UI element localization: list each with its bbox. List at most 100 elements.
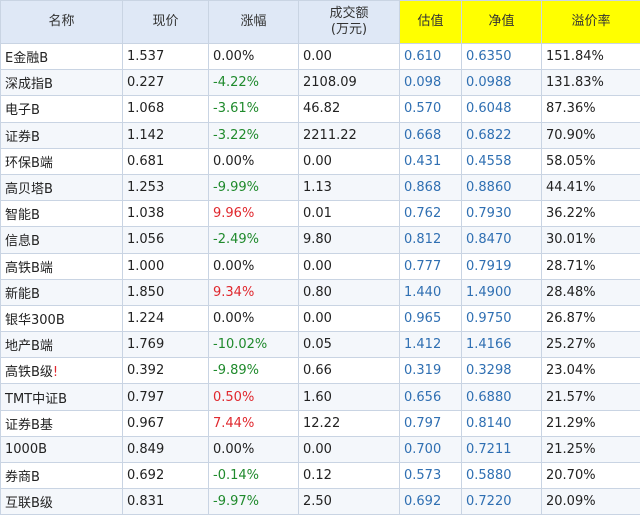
table-row[interactable]: TMT中证B 0.797 0.50% 1.60 0.656 0.6880 21.57% bbox=[0, 383, 640, 411]
cell-volume: 0.12 bbox=[298, 461, 400, 490]
cell-volume-text: 0.05 bbox=[303, 337, 332, 353]
cell-change: 0.00% bbox=[208, 304, 299, 333]
cell-name[interactable]: 地产B端 bbox=[0, 331, 123, 359]
table-row[interactable]: 智能B 1.038 9.96% 0.01 0.762 0.7930 36.22% bbox=[0, 200, 640, 228]
cell-premium: 44.41% bbox=[541, 173, 640, 202]
header-label: 溢价率 bbox=[571, 14, 611, 29]
cell-premium-text: 23.04% bbox=[546, 363, 596, 379]
header-nav[interactable]: 净值 bbox=[461, 0, 542, 44]
cell-premium-text: 58.05% bbox=[546, 153, 596, 169]
cell-premium: 21.29% bbox=[541, 409, 640, 437]
cell-change: -3.22% bbox=[208, 121, 299, 149]
table-row[interactable]: 1000B 0.849 0.00% 0.00 0.700 0.7211 21.25% bbox=[0, 435, 640, 464]
cell-volume: 0.00 bbox=[298, 252, 400, 280]
cell-name[interactable]: 信息B bbox=[0, 226, 123, 254]
cell-name[interactable]: 证券B基 bbox=[0, 409, 123, 437]
table-row[interactable]: 信息B 1.056 -2.49% 9.80 0.812 0.8470 30.01% bbox=[0, 226, 640, 254]
cell-nav-text: 0.7211 bbox=[466, 441, 512, 457]
cell-volume-text: 0.12 bbox=[303, 468, 332, 484]
cell-premium-text: 131.83% bbox=[546, 75, 604, 91]
table-row[interactable]: 券商B 0.692 -0.14% 0.12 0.573 0.5880 20.70% bbox=[0, 461, 640, 490]
cell-name-text: E金融B bbox=[5, 51, 49, 67]
cell-name[interactable]: TMT中证B bbox=[0, 383, 123, 411]
cell-estimate: 1.412 bbox=[399, 331, 462, 359]
cell-price: 0.681 bbox=[122, 147, 209, 175]
cell-estimate: 0.098 bbox=[399, 69, 462, 97]
cell-price: 1.142 bbox=[122, 121, 209, 149]
table-row[interactable]: 高贝塔B 1.253 -9.99% 1.13 0.868 0.8860 44.41% bbox=[0, 173, 640, 202]
cell-nav-text: 0.5880 bbox=[466, 468, 512, 484]
cell-nav-text: 0.6880 bbox=[466, 389, 512, 405]
cell-change: 9.34% bbox=[208, 278, 299, 306]
header-change[interactable]: 涨幅 bbox=[208, 0, 299, 44]
cell-name[interactable]: 深成指B bbox=[0, 69, 123, 97]
table-row[interactable]: 深成指B 0.227 -4.22% 2108.09 0.098 0.0988 131.83% bbox=[0, 69, 640, 97]
cell-name[interactable]: 环保B端 bbox=[0, 147, 123, 175]
cell-premium: 26.87% bbox=[541, 304, 640, 333]
cell-name[interactable]: 高铁B端 bbox=[0, 252, 123, 280]
cell-name[interactable]: 新能B bbox=[0, 278, 123, 306]
cell-name[interactable]: 证券B bbox=[0, 121, 123, 149]
cell-nav-text: 0.6350 bbox=[466, 49, 512, 65]
cell-price-text: 1.056 bbox=[127, 232, 165, 248]
cell-change-text: -10.02% bbox=[213, 337, 268, 353]
cell-volume-text: 1.13 bbox=[303, 180, 332, 196]
cell-name[interactable]: 高铁B级! bbox=[0, 357, 123, 385]
table-row[interactable]: 电子B 1.068 -3.61% 46.82 0.570 0.6048 87.36% bbox=[0, 95, 640, 123]
cell-nav: 0.7220 bbox=[461, 488, 542, 516]
cell-estimate-text: 0.777 bbox=[404, 258, 442, 274]
cell-name[interactable]: 互联B级 bbox=[0, 488, 123, 516]
cell-price: 1.068 bbox=[122, 95, 209, 123]
cell-change-text: -2.49% bbox=[213, 232, 259, 248]
table-row[interactable]: 地产B端 1.769 -10.02% 0.05 1.412 1.4166 25.27% bbox=[0, 331, 640, 359]
header-estimate[interactable]: 估值 bbox=[399, 0, 462, 44]
cell-estimate: 0.777 bbox=[399, 252, 462, 280]
cell-estimate: 0.762 bbox=[399, 200, 462, 228]
cell-volume: 46.82 bbox=[298, 95, 400, 123]
cell-estimate: 0.797 bbox=[399, 409, 462, 437]
table-row[interactable]: 环保B端 0.681 0.00% 0.00 0.431 0.4558 58.05% bbox=[0, 147, 640, 175]
cell-name-text: 券商B bbox=[5, 470, 40, 486]
header-premium[interactable]: 溢价率 bbox=[541, 0, 640, 44]
header-name[interactable]: 名称 bbox=[0, 0, 123, 44]
warning-flag: ! bbox=[52, 365, 59, 381]
cell-name[interactable]: 电子B bbox=[0, 95, 123, 123]
cell-price: 1.253 bbox=[122, 173, 209, 202]
cell-volume-text: 2211.22 bbox=[303, 127, 357, 143]
cell-name-text: 地产B端 bbox=[5, 339, 53, 355]
table-body: E金融B 1.537 0.00% 0.00 0.610 0.6350 151.84% 深成指B… bbox=[0, 42, 640, 516]
cell-estimate-text: 0.319 bbox=[404, 363, 442, 379]
cell-name[interactable]: 智能B bbox=[0, 200, 123, 228]
cell-name[interactable]: E金融B bbox=[0, 42, 123, 71]
table-row[interactable]: 高铁B级! 0.392 -9.89% 0.66 0.319 0.3298 23.04% bbox=[0, 357, 640, 385]
cell-name[interactable]: 1000B bbox=[0, 435, 123, 464]
cell-nav-text: 1.4166 bbox=[466, 337, 512, 353]
cell-premium: 87.36% bbox=[541, 95, 640, 123]
cell-name[interactable]: 高贝塔B bbox=[0, 173, 123, 202]
cell-change: 0.00% bbox=[208, 42, 299, 71]
table-row[interactable]: 新能B 1.850 9.34% 0.80 1.440 1.4900 28.48% bbox=[0, 278, 640, 306]
cell-price-text: 1.000 bbox=[127, 258, 165, 274]
header-price[interactable]: 现价 bbox=[122, 0, 209, 44]
cell-name[interactable]: 券商B bbox=[0, 461, 123, 490]
table-row[interactable]: 银华300B 1.224 0.00% 0.00 0.965 0.9750 26.87% bbox=[0, 304, 640, 333]
table-row[interactable]: 高铁B端 1.000 0.00% 0.00 0.777 0.7919 28.71% bbox=[0, 252, 640, 280]
cell-premium-text: 21.25% bbox=[546, 441, 596, 457]
table-row[interactable]: E金融B 1.537 0.00% 0.00 0.610 0.6350 151.84% bbox=[0, 42, 640, 71]
cell-change-text: 0.00% bbox=[213, 49, 255, 65]
table-row[interactable]: 互联B级 0.831 -9.97% 2.50 0.692 0.7220 20.09% bbox=[0, 488, 640, 516]
header-volume[interactable]: 成交额 (万元) bbox=[298, 0, 400, 44]
cell-change: -2.49% bbox=[208, 226, 299, 254]
table-row[interactable]: 证券B基 0.967 7.44% 12.22 0.797 0.8140 21.29% bbox=[0, 409, 640, 437]
cell-premium-text: 21.57% bbox=[546, 389, 596, 405]
cell-estimate-text: 0.610 bbox=[404, 49, 442, 65]
cell-nav: 0.9750 bbox=[461, 304, 542, 333]
cell-name[interactable]: 银华300B bbox=[0, 304, 123, 333]
table-row[interactable]: 证券B 1.142 -3.22% 2211.22 0.668 0.6822 70.90% bbox=[0, 121, 640, 149]
cell-name-text: 高贝塔B bbox=[5, 182, 53, 198]
cell-nav: 0.6822 bbox=[461, 121, 542, 149]
cell-estimate-text: 1.440 bbox=[404, 284, 442, 300]
cell-price: 0.227 bbox=[122, 69, 209, 97]
cell-nav-text: 1.4900 bbox=[466, 284, 512, 300]
cell-change: 0.00% bbox=[208, 252, 299, 280]
